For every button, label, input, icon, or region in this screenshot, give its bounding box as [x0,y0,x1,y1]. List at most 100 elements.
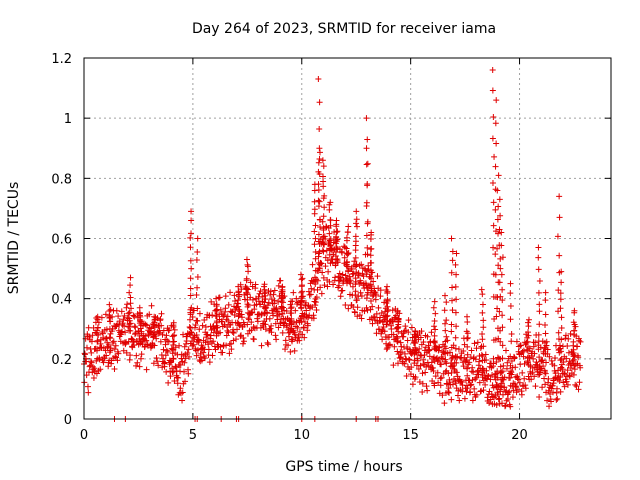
data-point [272,332,279,339]
data-point [558,314,565,321]
data-point [517,342,524,349]
data-point [442,356,449,363]
data-point [491,394,498,401]
data-point [124,314,131,321]
data-point [320,225,327,232]
data-point [142,333,149,340]
data-point [207,332,214,339]
data-point [557,296,564,303]
data-point [262,296,269,303]
y-tick-label: 0.2 [51,353,72,368]
data-point [127,300,134,307]
data-point [443,299,450,306]
data-point [320,163,327,170]
data-point [555,329,562,336]
data-point [332,249,339,256]
data-point [339,287,346,294]
data-point [313,306,320,313]
data-point [381,316,388,323]
data-point [364,182,371,189]
data-point [493,384,500,391]
data-point [252,281,259,288]
data-point [512,382,519,389]
data-point [558,336,565,343]
data-point [287,348,294,355]
data-point [136,304,143,311]
data-point [496,196,503,203]
data-point [542,311,549,318]
data-point [235,303,242,310]
data-point [327,222,334,229]
data-point [267,288,274,295]
data-point [525,329,532,336]
data-point [459,382,466,389]
data-point [267,325,274,332]
data-point [177,385,184,392]
data-point [248,319,255,326]
data-point [127,352,134,359]
data-point [123,304,130,311]
data-point [351,309,358,316]
data-point [209,352,216,359]
data-point [536,354,543,361]
data-point [542,322,549,329]
data-point [449,297,456,304]
data-point [311,298,318,305]
data-point [419,370,426,377]
data-point [250,324,257,331]
data-point [497,212,504,219]
data-point [302,299,309,306]
data-point [360,273,367,280]
data-point [95,319,102,326]
data-point [519,348,526,355]
data-point [249,296,256,303]
data-point [530,343,537,350]
data-point [240,334,247,341]
data-point [323,247,330,254]
data-point [119,320,126,327]
data-point [449,381,456,388]
data-point [572,381,579,388]
data-point [434,369,441,376]
data-point [573,383,580,390]
data-point [411,337,418,344]
data-point [425,348,432,355]
data-point [88,349,95,356]
data-point [408,324,415,331]
data-point [137,338,144,345]
data-point [358,292,365,299]
data-point [449,352,456,359]
data-point [312,302,319,309]
data-point [558,268,565,275]
data-point [190,307,197,314]
data-point [564,381,571,388]
data-point [317,223,324,230]
data-point [417,334,424,341]
data-point [296,337,303,344]
data-point [497,388,504,395]
data-point [494,245,501,252]
data-point [492,271,499,278]
data-point [268,296,275,303]
data-point [344,258,351,265]
data-point [209,312,216,319]
data-point [368,297,375,304]
data-point [448,344,455,351]
data-point [327,199,334,206]
data-point [431,317,438,324]
data-point [113,354,120,361]
data-point [282,346,289,353]
data-point [240,338,247,345]
data-point [89,369,96,376]
data-point [496,279,503,286]
data-point [494,305,501,312]
data-point [368,275,375,282]
data-point [136,363,143,370]
data-point [230,330,237,337]
data-point [187,329,194,336]
data-point [395,315,402,322]
data-point [538,358,545,365]
data-point [194,318,201,325]
data-point [287,301,294,308]
data-point [536,394,543,401]
